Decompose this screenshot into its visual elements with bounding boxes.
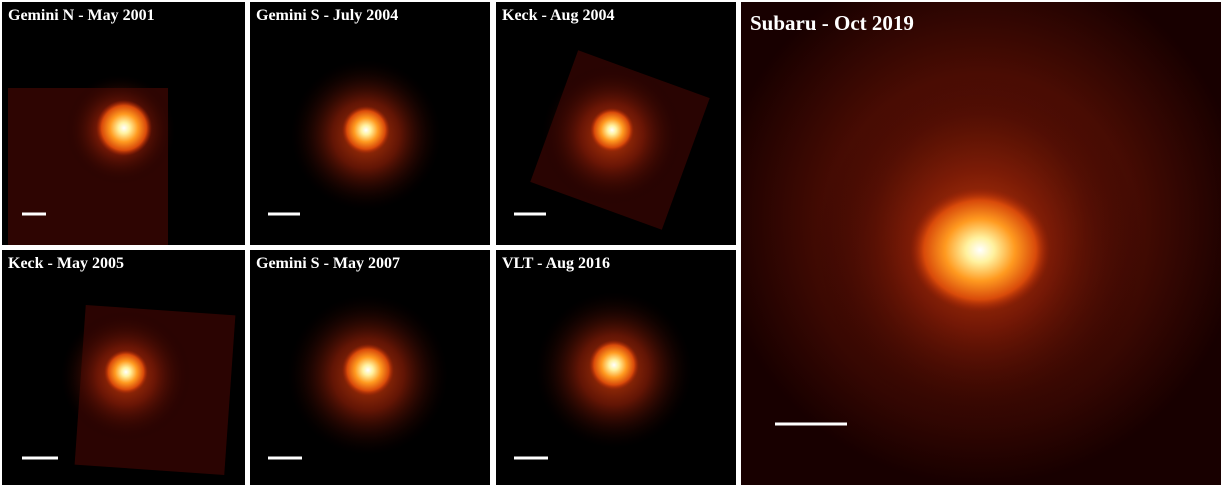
- panel: Gemini S - July 2004: [250, 2, 490, 245]
- panel: VLT - Aug 2016: [496, 250, 736, 485]
- panel-label: VLT - Aug 2016: [502, 255, 610, 272]
- image-mosaic: Gemini N - May 2001 Gemini S - July 2004…: [0, 0, 1221, 485]
- panel: Gemini S - May 2007: [250, 250, 490, 485]
- panel-label: Subaru - Oct 2019: [750, 11, 914, 35]
- panel: Keck - May 2005: [2, 250, 245, 485]
- panel: Subaru - Oct 2019: [741, 2, 1221, 485]
- panel-label: Keck - Aug 2004: [502, 7, 614, 24]
- panel-label: Gemini N - May 2001: [8, 7, 155, 24]
- panel: Gemini N - May 2001: [2, 2, 245, 245]
- panel-label: Gemini S - July 2004: [256, 7, 398, 24]
- panel-label: Keck - May 2005: [8, 255, 124, 272]
- panel-label: Gemini S - May 2007: [256, 255, 400, 272]
- panel: Keck - Aug 2004: [496, 2, 736, 245]
